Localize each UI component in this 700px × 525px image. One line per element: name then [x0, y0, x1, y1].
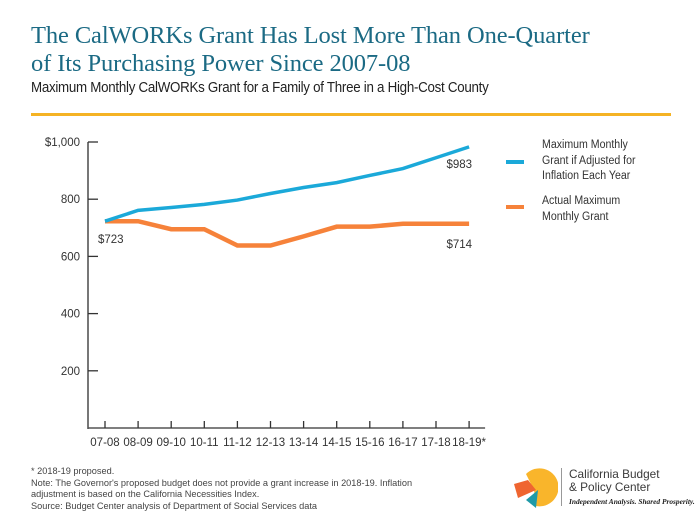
annotation-inflation-end-value: $983 — [447, 159, 473, 171]
y-tick-label: 400 — [61, 309, 80, 321]
x-tick-label: 10-11 — [190, 437, 219, 449]
chart-title-line-2: of Its Purchasing Power Since 2007-08 — [31, 50, 411, 77]
chart-legend: Maximum Monthly Grant if Adjusted for In… — [500, 138, 690, 250]
annotation-start-value: $723 — [98, 234, 124, 246]
x-tick-label: 07-08 — [90, 437, 119, 449]
footnote-note-1: Note: The Governor's proposed budget doe… — [31, 477, 413, 488]
x-tick-label: 14-15 — [322, 437, 351, 449]
series-line-inflation — [104, 145, 470, 223]
chart-annotations: $723 $983 $714 — [98, 159, 473, 251]
chart-title-line-1: The CalWORKs Grant Has Lost More Than On… — [31, 22, 590, 49]
x-tick-label: 12-13 — [256, 437, 285, 449]
y-tick-label: $1,000 — [45, 137, 80, 149]
chart-title: The CalWORKs Grant Has Lost More Than On… — [31, 22, 681, 78]
x-tick-label: 09-10 — [156, 437, 185, 449]
x-tick-label: 15-16 — [355, 437, 384, 449]
y-tick-label: 600 — [61, 251, 80, 263]
legend-label-inflation: Maximum Monthly Grant if Adjusted for In… — [542, 139, 636, 182]
legend-item-actual: Actual Maximum Monthly Grant — [500, 194, 690, 250]
legend-label-actual: Actual Maximum Monthly Grant — [542, 195, 621, 223]
x-tick-label: 13-14 — [289, 437, 319, 449]
x-tick-label: 08-09 — [123, 437, 152, 449]
organization-logo: California Budget & Policy Center Indepe… — [512, 466, 695, 516]
legend-swatch-actual — [506, 205, 524, 209]
footnote-proposed: * 2018-19 proposed. — [31, 466, 115, 476]
x-tick-label: 11-12 — [223, 437, 252, 449]
series-line-actual — [105, 218, 470, 248]
chart-subtitle: Maximum Monthly CalWORKs Grant for a Fam… — [31, 80, 489, 96]
title-divider — [31, 113, 671, 116]
legend-swatch-inflation — [506, 160, 524, 164]
footnote-note-2: adjustment is based on the California Ne… — [31, 489, 260, 500]
logo-tagline: Independent Analysis. Shared Prosperity. — [569, 497, 695, 506]
logo-name: California Budget & Policy Center — [569, 467, 660, 494]
footnote-source: Source: Budget Center analysis of Depart… — [31, 501, 317, 512]
logo-divider — [561, 468, 562, 506]
y-tick-label: 200 — [61, 366, 80, 378]
chart-footnotes: * 2018-19 proposed. Note: The Governor's… — [31, 466, 491, 513]
chart-axes: 200 400 600 800 $1,000 07-08 08-09 09-10 10-11 11… — [45, 137, 487, 449]
logo-mark-icon — [514, 468, 558, 508]
y-tick-label: 800 — [61, 194, 80, 206]
x-tick-label: 16-17 — [388, 437, 417, 449]
x-tick-label: 18-19* — [452, 437, 486, 449]
annotation-actual-end-value: $714 — [447, 239, 473, 251]
legend-item-inflation: Maximum Monthly Grant if Adjusted for In… — [500, 138, 690, 194]
chart-series — [104, 145, 470, 248]
x-tick-label: 17-18 — [421, 437, 450, 449]
